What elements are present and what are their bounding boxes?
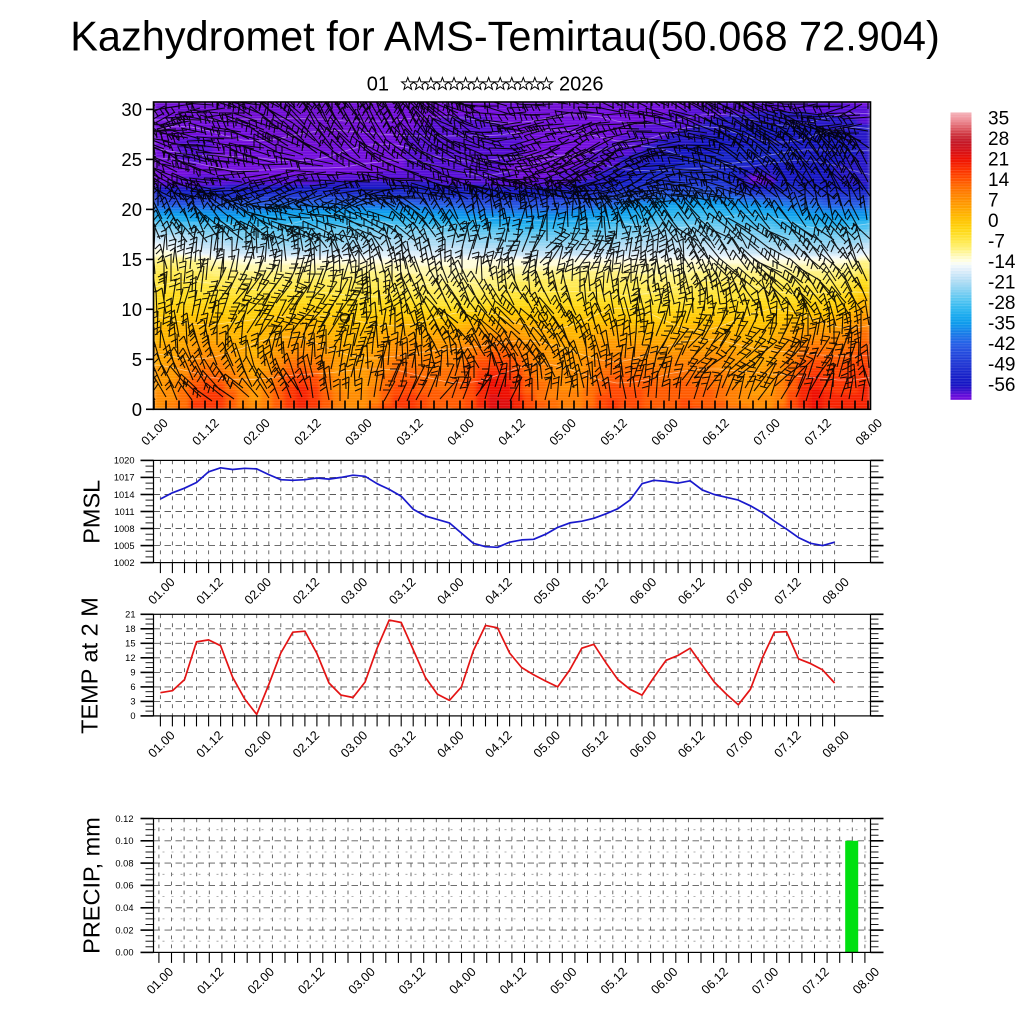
svg-text:-49: -49 (988, 355, 1015, 376)
svg-text:1008: 1008 (114, 524, 135, 534)
svg-text:15: 15 (121, 249, 142, 270)
svg-text:5: 5 (132, 349, 142, 370)
svg-text:0.06: 0.06 (115, 881, 133, 891)
svg-text:Kazhydromet for AMS-Temirtau(5: Kazhydromet for AMS-Temirtau(50.068 72.9… (70, 13, 940, 60)
svg-text:-56: -56 (988, 375, 1015, 396)
svg-text:2026: 2026 (559, 74, 604, 96)
svg-text:10: 10 (121, 299, 142, 320)
svg-text:0.02: 0.02 (115, 925, 133, 935)
svg-text:15: 15 (125, 639, 135, 649)
svg-text:TEMP at 2 M: TEMP at 2 M (77, 597, 103, 734)
svg-text:0.12: 0.12 (115, 814, 133, 824)
svg-text:0: 0 (988, 211, 999, 232)
svg-text:30: 30 (121, 99, 142, 120)
svg-text:0: 0 (130, 711, 135, 721)
svg-text:35: 35 (988, 109, 1009, 130)
svg-text:1005: 1005 (114, 541, 135, 551)
svg-text:25: 25 (121, 149, 142, 170)
svg-text:-42: -42 (988, 334, 1015, 355)
svg-text:20: 20 (121, 199, 142, 220)
svg-text:3: 3 (130, 697, 135, 707)
svg-text:12: 12 (125, 653, 135, 663)
svg-text:28: 28 (988, 129, 1009, 150)
svg-text:0.00: 0.00 (115, 948, 133, 958)
svg-text:6: 6 (130, 682, 135, 692)
svg-text:-14: -14 (988, 252, 1016, 273)
svg-text:-7: -7 (988, 232, 1005, 253)
svg-text:0.10: 0.10 (115, 836, 133, 846)
svg-text:14: 14 (988, 170, 1010, 191)
svg-text:1002: 1002 (114, 558, 135, 568)
svg-text:1020: 1020 (114, 456, 135, 466)
svg-text:1014: 1014 (114, 490, 135, 500)
svg-text:0: 0 (132, 399, 142, 420)
svg-text:-28: -28 (988, 293, 1015, 314)
svg-text:1017: 1017 (114, 473, 135, 483)
svg-text:21: 21 (125, 610, 135, 620)
svg-text:18: 18 (125, 624, 135, 634)
svg-text:0.04: 0.04 (115, 903, 133, 913)
svg-text:9: 9 (130, 668, 135, 678)
svg-text:21: 21 (988, 150, 1009, 171)
svg-text:1011: 1011 (115, 507, 135, 517)
svg-text:0.08: 0.08 (115, 858, 133, 868)
svg-text:-21: -21 (988, 273, 1015, 294)
svg-text:PMSL: PMSL (79, 480, 105, 544)
svg-text:7: 7 (988, 191, 999, 212)
svg-text:01: 01 (367, 74, 389, 96)
svg-text:-35: -35 (988, 314, 1015, 335)
svg-text:PRECIP, mm: PRECIP, mm (79, 817, 105, 954)
